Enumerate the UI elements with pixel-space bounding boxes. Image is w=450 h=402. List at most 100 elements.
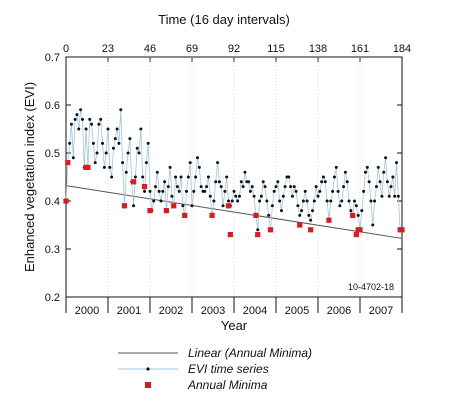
evi-point	[181, 204, 185, 208]
evi-point	[294, 189, 298, 193]
evi-point	[281, 194, 285, 198]
evi-point	[329, 199, 333, 203]
evi-point	[301, 199, 305, 203]
evi-point	[230, 199, 234, 203]
evi-point	[190, 204, 194, 208]
annual-minimum-point	[399, 227, 405, 233]
evi-point	[334, 165, 338, 169]
evi-point	[349, 209, 353, 213]
evi-point	[144, 161, 148, 165]
evi-point	[395, 161, 399, 165]
evi-point	[217, 180, 221, 184]
evi-point	[88, 117, 92, 121]
evi-point	[177, 189, 181, 193]
evi-point	[298, 213, 302, 217]
evi-point	[141, 175, 145, 179]
evi-point	[75, 113, 79, 117]
evi-point	[380, 194, 384, 198]
evi-point	[221, 204, 225, 208]
evi-point	[312, 199, 316, 203]
top-tick-label: 0	[63, 43, 69, 55]
evi-point	[384, 156, 388, 160]
top-tick-label: 23	[102, 43, 114, 55]
evi-point	[175, 185, 179, 189]
evi-point	[343, 170, 347, 174]
legend-linear-label: Linear (Annual Minima)	[188, 346, 312, 360]
evi-point	[192, 189, 196, 193]
evi-point	[179, 175, 183, 179]
evi-point	[111, 146, 115, 150]
annual-minimum-point	[121, 203, 128, 209]
evi-point	[174, 175, 178, 179]
annual-minimum-point	[85, 164, 91, 170]
evi-point	[247, 180, 251, 184]
evi-point	[91, 141, 95, 145]
year-label: 2007	[369, 305, 393, 317]
evi-point	[320, 180, 324, 184]
evi-point	[342, 185, 346, 189]
evi-point	[373, 199, 377, 203]
evi-point	[305, 199, 309, 203]
evi-point	[345, 180, 349, 184]
evi-point	[340, 199, 344, 203]
annual-minimum-point	[171, 203, 177, 209]
evi-point	[168, 165, 172, 169]
evi-point	[283, 185, 287, 189]
evi-point	[133, 175, 137, 179]
evi-point	[237, 194, 241, 198]
evi-point	[119, 108, 123, 112]
annual-minimum-point	[225, 203, 232, 209]
annual-minimum-point	[209, 212, 215, 218]
evi-point	[71, 156, 75, 160]
evi-point	[331, 189, 335, 193]
annual-minimum-point	[63, 198, 69, 204]
legend-evi-swatch-point	[146, 367, 150, 371]
evi-point	[234, 194, 238, 198]
evi-point	[365, 165, 369, 169]
evi-point	[152, 199, 156, 203]
evi-point	[139, 127, 143, 131]
evi-point	[265, 199, 269, 203]
evi-point	[300, 209, 304, 213]
evi-point	[104, 151, 108, 155]
evi-point	[391, 175, 395, 179]
evi-point	[84, 127, 88, 131]
evi-point	[68, 141, 72, 145]
annual-minimum-point	[350, 212, 356, 218]
evi-point	[252, 194, 256, 198]
top-tick-label: 138	[309, 43, 327, 55]
evi-point	[148, 189, 152, 193]
evi-point	[369, 199, 373, 203]
evi-point	[80, 117, 84, 121]
evi-point	[393, 194, 397, 198]
evi-point	[256, 228, 260, 232]
evi-point	[115, 127, 119, 131]
evi-point	[387, 194, 391, 198]
y-tick-label: 0.4	[45, 196, 60, 208]
y-tick-label: 0.3	[45, 244, 60, 256]
annual-minimum-point	[182, 212, 188, 218]
evi-point	[166, 185, 170, 189]
evi-point	[124, 170, 128, 174]
legend-evi-label: EVI time series	[188, 362, 269, 376]
evi-point	[69, 122, 73, 126]
annual-minimum-point	[163, 208, 170, 214]
linear-trend-line	[65, 185, 403, 239]
evi-point	[360, 209, 364, 213]
evi-point	[205, 185, 209, 189]
evi-point	[99, 117, 103, 121]
evi-point	[197, 165, 201, 169]
annual-minimum-point	[326, 217, 332, 223]
annual-minimum-point	[353, 232, 359, 238]
evi-point	[356, 213, 360, 217]
evi-point	[314, 185, 318, 189]
evi-point	[347, 199, 351, 203]
evi-point	[188, 161, 192, 165]
annual-minimum-point	[130, 179, 137, 185]
evi-point	[126, 151, 130, 155]
evi-point	[212, 199, 216, 203]
evi-point	[128, 137, 132, 141]
evi-point	[110, 175, 114, 179]
year-separators	[65, 57, 403, 313]
